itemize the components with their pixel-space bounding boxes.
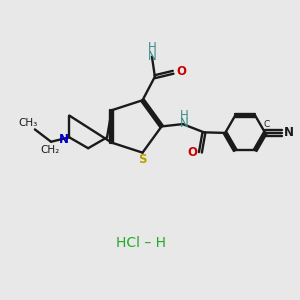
Text: O: O xyxy=(176,64,186,78)
Text: S: S xyxy=(138,153,147,166)
Text: N: N xyxy=(180,117,188,130)
Text: N: N xyxy=(59,133,69,146)
Text: O: O xyxy=(188,146,198,159)
Text: N: N xyxy=(284,126,294,140)
Text: CH₂: CH₂ xyxy=(41,145,60,155)
Text: H: H xyxy=(180,109,188,122)
Text: HCl – H: HCl – H xyxy=(116,236,166,250)
Text: C: C xyxy=(264,120,270,129)
Text: CH₃: CH₃ xyxy=(18,118,38,128)
Text: H: H xyxy=(148,41,157,54)
Text: N: N xyxy=(148,50,157,63)
